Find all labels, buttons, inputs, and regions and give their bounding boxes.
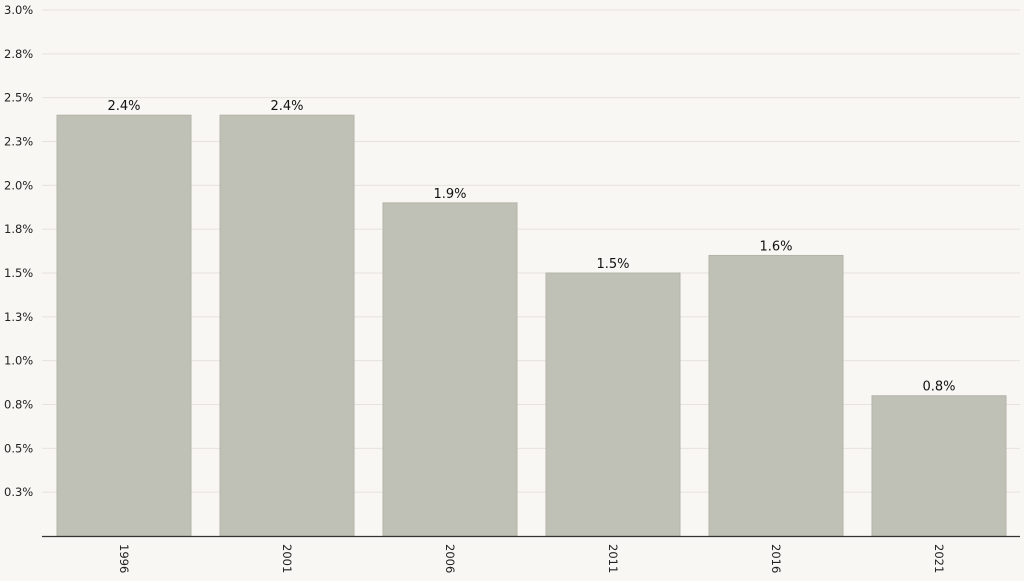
- bar-2001: [219, 114, 355, 537]
- y-tick-label: 0.8%: [4, 398, 33, 412]
- grid-lines: [42, 9, 1020, 493]
- bar-2016: [708, 254, 844, 537]
- y-tick-label: 1.8%: [4, 222, 33, 236]
- y-tick-label: 0.3%: [4, 485, 33, 499]
- y-tick-label: 1.0%: [4, 354, 33, 368]
- bar-1996: [56, 114, 192, 537]
- data-label-2011: 1.5%: [596, 257, 629, 272]
- y-tick-label: 2.8%: [4, 47, 33, 61]
- data-label-2001: 2.4%: [270, 99, 303, 114]
- y-tick-label: 1.3%: [4, 310, 33, 324]
- y-tick-label: 1.5%: [4, 266, 33, 280]
- y-tick-label: 2.0%: [4, 178, 33, 192]
- x-tick-label: 1996: [117, 544, 131, 573]
- data-label-2006: 1.9%: [433, 187, 466, 202]
- y-tick-label: 2.3%: [4, 135, 33, 149]
- x-tick-label: 2016: [769, 544, 783, 573]
- data-label-2016: 1.6%: [759, 239, 792, 254]
- x-tick-label: 2001: [280, 544, 294, 573]
- data-label-2021: 0.8%: [922, 380, 955, 395]
- y-tick-label: 2.5%: [4, 91, 33, 105]
- bar-2011: [545, 272, 681, 537]
- y-tick-label: 3.0%: [4, 3, 33, 17]
- bar-2021: [871, 395, 1007, 537]
- bars: [56, 114, 1007, 537]
- y-axis-tick-labels: 0.3% 0.5% 0.8% 1.0% 1.3% 1.5% 1.8% 2.0% 2.3% 2.5%…: [4, 3, 33, 499]
- data-label-1996: 2.4%: [107, 99, 140, 114]
- x-tick-label: 2011: [606, 544, 620, 573]
- bar-2006: [382, 202, 518, 537]
- x-tick-label: 2006: [443, 544, 457, 573]
- data-labels: 2.4% 2.4% 1.9% 1.5% 1.6% 0.8%: [107, 99, 955, 395]
- y-tick-label: 0.5%: [4, 441, 33, 455]
- x-tick-label: 2021: [932, 544, 946, 573]
- x-axis-tick-labels: 1996 2001 2006 2011 2016 2021: [117, 544, 946, 573]
